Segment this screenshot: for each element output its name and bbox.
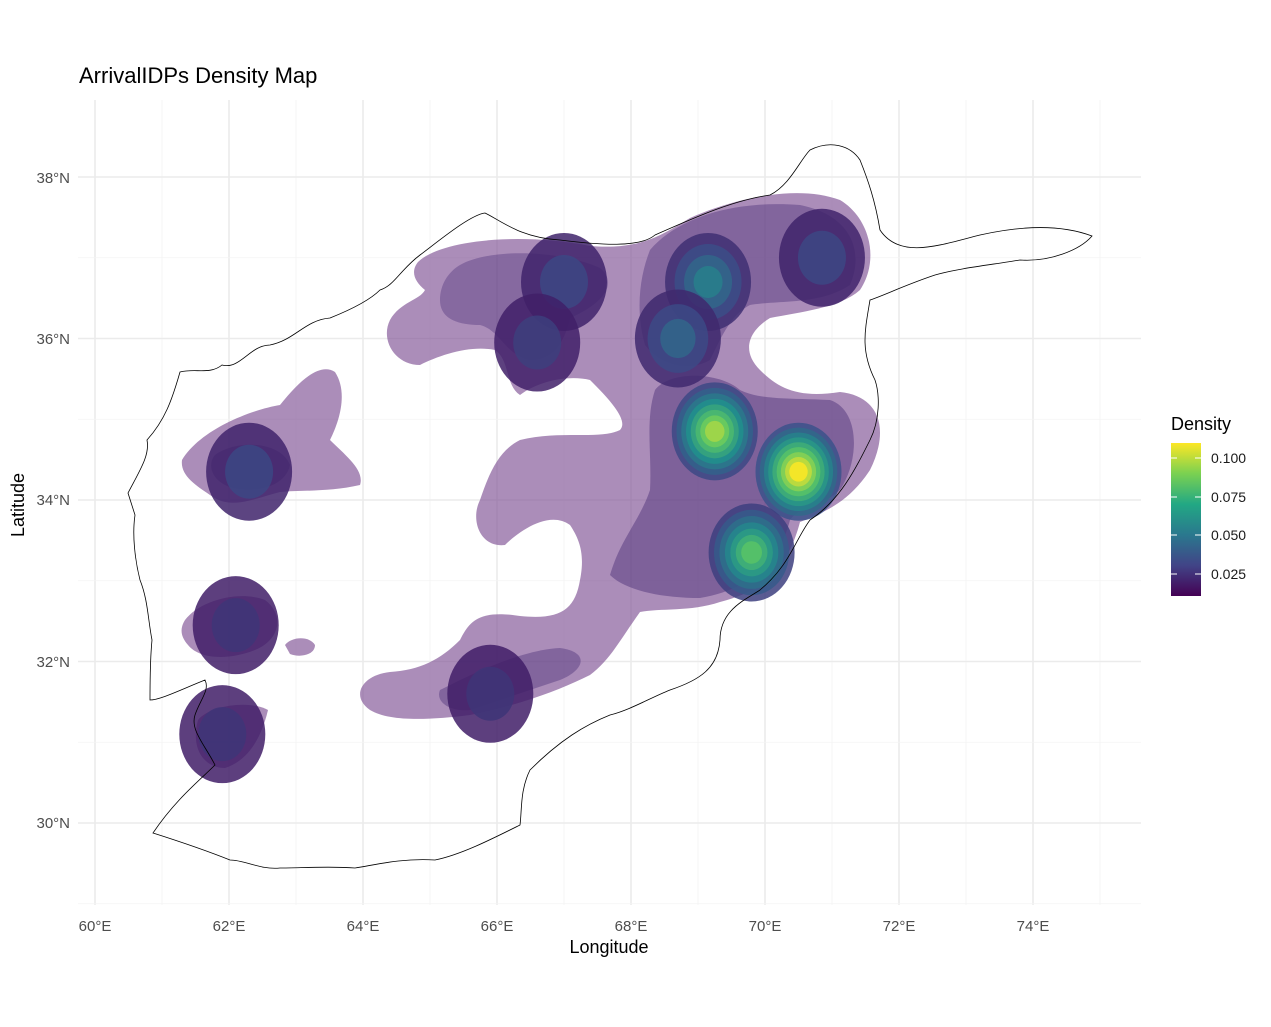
density-contour [660,318,696,359]
y-tick-label: 34°N [36,492,70,509]
legend-label: 0.100 [1211,450,1246,466]
country-border [127,144,1093,869]
legend-label: 0.075 [1211,489,1246,505]
density-contour [198,707,247,762]
y-tick-label: 38°N [36,170,70,187]
density-contour [540,254,588,309]
y-tick-label: 32°N [36,654,70,671]
density-contour [211,598,260,653]
y-axis: 38°N 36°N 34°N 32°N 30°N [36,170,70,832]
x-tick-label: 72°E [883,918,916,935]
x-axis: 60°E 62°E 64°E 66°E 68°E 70°E 72°E 74°E [79,918,1050,935]
x-tick-label: 62°E [213,918,246,935]
x-tick-label: 74°E [1017,918,1050,935]
density-contour [466,666,515,721]
y-axis-title: Latitude [8,473,28,537]
density-contour [797,230,846,285]
density-contour [741,541,763,564]
density-contour [513,315,562,370]
x-tick-label: 66°E [481,918,514,935]
legend-label: 0.050 [1211,527,1246,543]
legend-label: 0.025 [1211,566,1246,582]
hotspots [179,208,865,784]
chart-title: ArrivalIDPs Density Map [79,63,318,88]
y-tick-label: 30°N [36,815,70,832]
afghanistan-outline [127,144,1093,869]
density-contour [693,265,723,298]
x-tick-label: 60°E [79,918,112,935]
density-region-southwest-small [285,638,315,656]
density-contour [789,461,808,482]
legend-colorbar [1171,443,1201,596]
x-axis-title: Longitude [569,937,648,957]
x-tick-label: 68°E [615,918,648,935]
density-contour [705,420,725,442]
x-tick-label: 70°E [749,918,782,935]
y-tick-label: 36°N [36,331,70,348]
legend-title: Density [1171,414,1231,434]
legend: Density 0.100 0.075 0.050 0.025 [1171,414,1246,596]
density-contour [225,444,274,499]
x-tick-label: 64°E [347,918,380,935]
